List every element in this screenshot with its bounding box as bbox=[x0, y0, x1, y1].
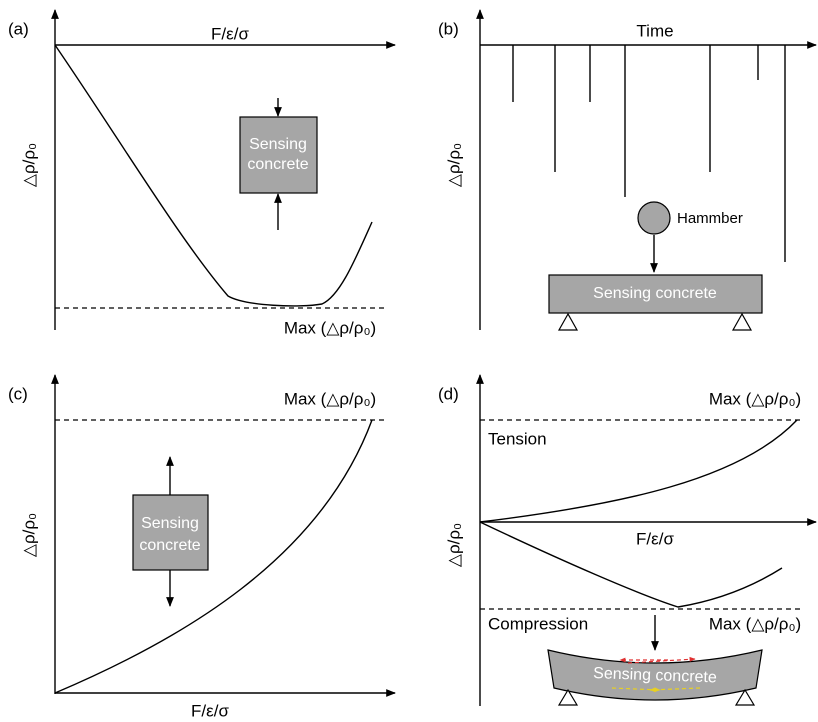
figure: (a) F/ε/σ △ρ/ρ₀ Max (△ρ/ρ₀) Sensing conc… bbox=[0, 0, 818, 722]
panel-label: (c) bbox=[8, 384, 28, 403]
y-axis-label: △ρ/ρ₀ bbox=[444, 143, 463, 187]
panel-label: (a) bbox=[8, 19, 29, 38]
x-axis-label: Time bbox=[636, 21, 673, 40]
max-label: Max (△ρ/ρ₀) bbox=[284, 318, 376, 337]
curve bbox=[55, 420, 372, 693]
panel-c: (c) F/ε/σ △ρ/ρ₀ Max (△ρ/ρ₀) Sensing conc… bbox=[8, 375, 395, 720]
specimen-label: Sensing bbox=[141, 515, 199, 532]
max-label: Max (△ρ/ρ₀) bbox=[284, 389, 376, 408]
y-axis-label: △ρ/ρ₀ bbox=[19, 513, 38, 557]
hammer bbox=[638, 202, 670, 234]
specimen bbox=[240, 117, 317, 193]
specimen-label: concrete bbox=[247, 156, 308, 173]
specimen-label: concrete bbox=[139, 537, 200, 554]
x-axis-label: F/ε/σ bbox=[191, 701, 229, 720]
panel-label: (d) bbox=[438, 384, 459, 403]
max-label: Max (△ρ/ρ₀) bbox=[709, 614, 801, 633]
curve bbox=[55, 45, 372, 306]
panel-b: (b) Time △ρ/ρ₀ Hammber Sensing concrete bbox=[438, 10, 816, 330]
panel-a: (a) F/ε/σ △ρ/ρ₀ Max (△ρ/ρ₀) Sensing conc… bbox=[8, 10, 395, 337]
hammer-label: Hammber bbox=[677, 210, 743, 227]
specimen-label: Sensing bbox=[249, 136, 307, 153]
compression-curve bbox=[480, 522, 782, 607]
panel-label: (b) bbox=[438, 19, 459, 38]
specimen-label: Sensing concrete bbox=[593, 285, 717, 302]
specimen bbox=[133, 495, 208, 570]
tension-label: Tension bbox=[488, 429, 547, 448]
x-axis-label: F/ε/σ bbox=[636, 529, 674, 548]
max-label: Max (△ρ/ρ₀) bbox=[709, 389, 801, 408]
supports bbox=[559, 314, 751, 330]
page: {"panels": [ {"label": "(a)", "x_label":… bbox=[0, 0, 818, 722]
y-axis-label: △ρ/ρ₀ bbox=[444, 523, 463, 567]
x-axis-label: F/ε/σ bbox=[211, 24, 249, 43]
y-axis-label: △ρ/ρ₀ bbox=[19, 143, 38, 187]
compression-label: Compression bbox=[488, 614, 588, 633]
panel-d: (d) F/ε/σ △ρ/ρ₀ Max (△ρ/ρ₀) Tension Comp… bbox=[438, 375, 816, 706]
